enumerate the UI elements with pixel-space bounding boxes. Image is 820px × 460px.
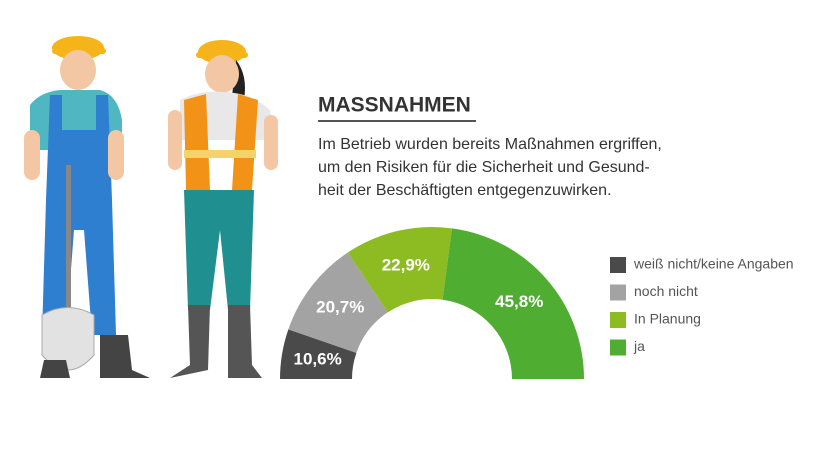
legend-label: ja — [633, 338, 645, 354]
subtitle-line: um den Risiken für die Sicherheit und Ge… — [318, 159, 650, 176]
segment — [288, 252, 388, 353]
segment — [280, 329, 357, 379]
value-label: 45,8% — [495, 292, 543, 311]
legend-label: weiß nicht/keine Angaben — [633, 256, 794, 272]
workers-illustration — [24, 36, 278, 378]
legend-label: In Planung — [634, 311, 701, 327]
subtitle-line: heit der Beschäftigten entgegenzuwirken. — [318, 182, 612, 199]
legend-swatch — [610, 257, 626, 273]
value-label: 22,9% — [382, 255, 430, 274]
segment — [442, 228, 584, 379]
segment — [347, 227, 452, 313]
chart-title: MASSNAHMEN — [318, 94, 471, 117]
legend-swatch — [610, 284, 626, 301]
value-label: 10,6% — [294, 349, 342, 368]
legend-swatch — [610, 312, 626, 328]
value-label: 20,7% — [316, 298, 364, 317]
legend-label: noch nicht — [634, 283, 698, 299]
subtitle-line: Im Betrieb wurden bereits Maßnahmen ergr… — [318, 136, 662, 153]
legend-swatch — [610, 339, 626, 356]
